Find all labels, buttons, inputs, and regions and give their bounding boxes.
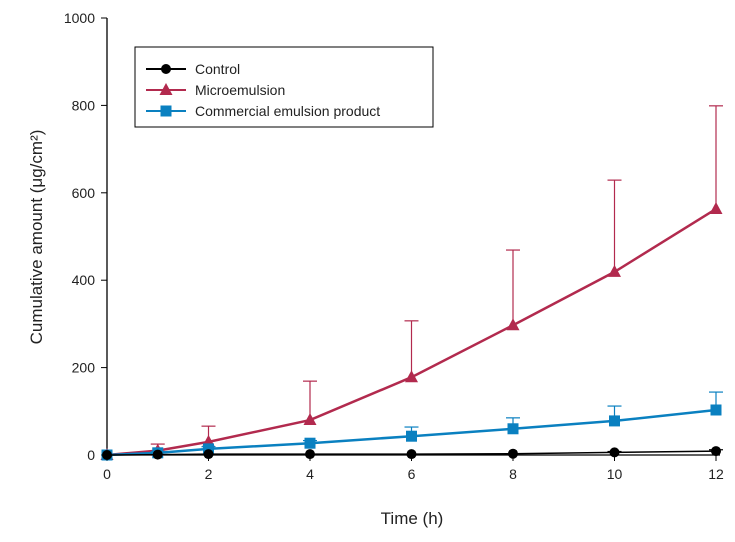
y-tick-label: 200 bbox=[72, 360, 96, 376]
y-tick-label: 1000 bbox=[64, 10, 95, 26]
data-point bbox=[609, 447, 620, 458]
data-point bbox=[305, 449, 315, 460]
data-point bbox=[406, 430, 417, 442]
series-line bbox=[106, 207, 717, 457]
x-tick-label: 12 bbox=[708, 466, 724, 482]
data-point bbox=[405, 370, 418, 383]
data-point bbox=[507, 423, 519, 435]
legend-label: Commercial emulsion product bbox=[195, 103, 380, 119]
series-line bbox=[106, 408, 717, 457]
legend-label: Microemulsion bbox=[195, 82, 285, 98]
y-tick-label: 800 bbox=[72, 97, 96, 113]
data-point bbox=[102, 450, 112, 460]
x-axis-label: Time (h) bbox=[381, 509, 444, 528]
data-point bbox=[508, 448, 518, 459]
data-point bbox=[711, 446, 721, 457]
data-point bbox=[609, 415, 620, 427]
data-point bbox=[203, 449, 214, 460]
y-tick-label: 400 bbox=[72, 272, 96, 288]
data-point bbox=[152, 449, 163, 460]
legend-marker bbox=[159, 83, 173, 95]
legend-label: Control bbox=[195, 61, 240, 77]
data-point bbox=[709, 201, 723, 214]
x-tick-label: 8 bbox=[509, 466, 517, 482]
data-point bbox=[203, 443, 214, 455]
x-tick-label: 10 bbox=[607, 466, 623, 482]
legend-marker bbox=[160, 105, 172, 117]
y-axis-label: Cumulative amount (μg/cm²) bbox=[27, 130, 46, 345]
x-tick-label: 0 bbox=[103, 466, 111, 482]
legend: Control Microemulsion Commercial emulsion … bbox=[134, 46, 434, 128]
x-tick-label: 6 bbox=[408, 466, 416, 482]
data-point bbox=[304, 437, 316, 449]
y-tick-label: 0 bbox=[87, 447, 95, 463]
x-tick-label: 2 bbox=[205, 466, 213, 482]
legend-marker bbox=[161, 64, 171, 74]
series-line bbox=[106, 450, 717, 456]
y-tick-label: 600 bbox=[72, 185, 96, 201]
data-point bbox=[406, 449, 417, 460]
data-point bbox=[303, 413, 317, 426]
legend-box bbox=[134, 46, 434, 128]
x-tick-label: 4 bbox=[306, 466, 314, 482]
data-point bbox=[506, 318, 520, 331]
data-point bbox=[710, 404, 722, 416]
data-point bbox=[608, 264, 621, 277]
